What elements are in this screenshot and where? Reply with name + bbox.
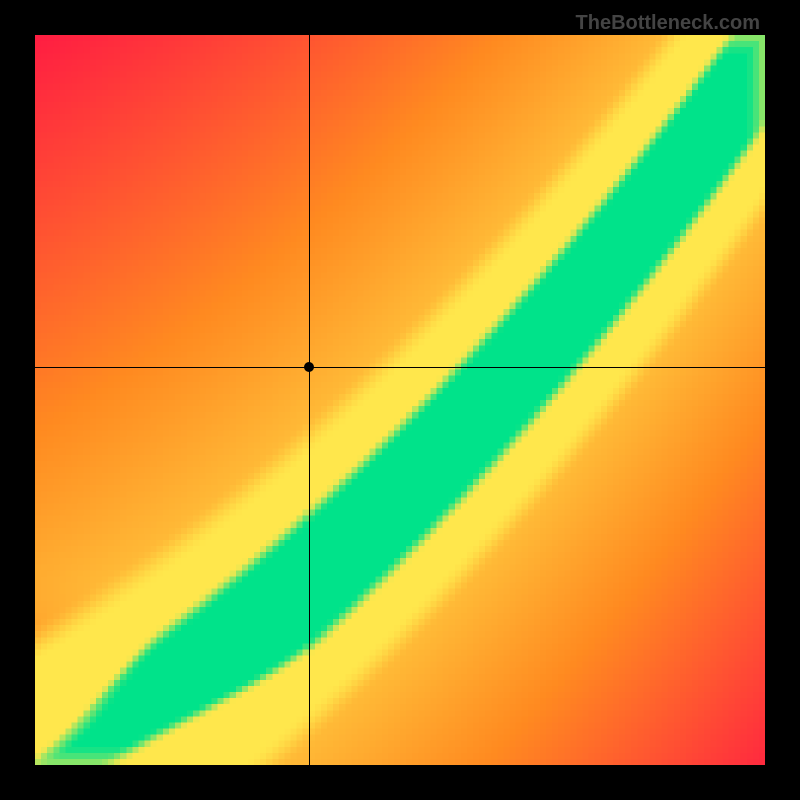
heatmap-canvas [35, 35, 765, 765]
watermark-text: TheBottleneck.com [576, 12, 760, 35]
crosshair-dot [304, 362, 314, 372]
heatmap-plot [35, 35, 765, 765]
crosshair-vertical [309, 35, 310, 765]
stage: TheBottleneck.com [0, 0, 800, 800]
crosshair-horizontal [35, 367, 765, 368]
